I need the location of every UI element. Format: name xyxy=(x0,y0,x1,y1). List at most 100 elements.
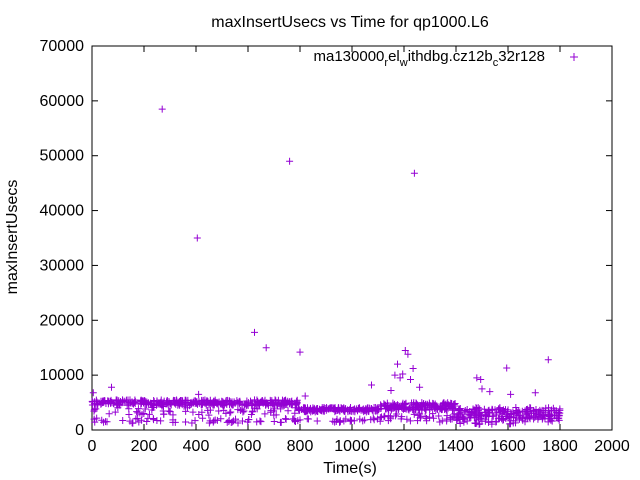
data-point xyxy=(100,418,108,426)
data-point xyxy=(183,404,191,412)
y-tick-label: 30000 xyxy=(40,257,85,274)
x-tick-label: 0 xyxy=(88,438,97,455)
data-point xyxy=(301,392,309,400)
data-points xyxy=(88,105,564,428)
data-point xyxy=(215,407,223,415)
data-point xyxy=(277,405,285,413)
data-point xyxy=(477,376,485,384)
data-point xyxy=(138,410,146,418)
data-point xyxy=(234,419,242,427)
data-point xyxy=(387,387,395,395)
y-tick-label: 40000 xyxy=(40,203,85,220)
data-point xyxy=(286,157,294,165)
data-point xyxy=(544,410,552,418)
data-point xyxy=(153,416,161,424)
data-point xyxy=(340,404,348,412)
data-point xyxy=(523,414,531,422)
data-point xyxy=(428,403,436,411)
data-point xyxy=(429,410,437,418)
data-point xyxy=(473,374,481,382)
data-point xyxy=(442,406,450,414)
chart-title: maxInsertUsecs vs Time for qp1000.L6 xyxy=(211,14,489,31)
data-point xyxy=(134,405,142,413)
data-point xyxy=(271,396,279,404)
data-point xyxy=(133,408,141,416)
data-point xyxy=(432,402,440,410)
data-point xyxy=(217,415,225,423)
data-point xyxy=(519,416,527,424)
data-point xyxy=(410,169,418,177)
data-point xyxy=(235,398,243,406)
y-tick-label: 0 xyxy=(75,422,84,439)
data-point xyxy=(272,397,280,405)
data-point xyxy=(277,418,285,426)
data-point xyxy=(377,401,385,409)
data-point xyxy=(469,405,477,413)
data-point xyxy=(531,389,539,397)
data-point xyxy=(135,418,143,426)
data-point xyxy=(355,404,363,412)
legend-label-subscript: c xyxy=(493,57,499,69)
data-point xyxy=(257,418,265,426)
data-point xyxy=(435,412,443,420)
y-tick-label: 10000 xyxy=(40,367,85,384)
data-point xyxy=(205,400,213,408)
data-point xyxy=(91,418,99,426)
data-point xyxy=(112,396,120,404)
data-point xyxy=(460,408,468,416)
data-point xyxy=(119,417,127,425)
data-point xyxy=(89,389,97,397)
data-point xyxy=(211,396,219,404)
data-point xyxy=(356,415,364,423)
data-point xyxy=(347,417,355,425)
data-point xyxy=(354,404,362,412)
data-point xyxy=(166,408,174,416)
data-point xyxy=(409,365,417,373)
data-point xyxy=(436,404,444,412)
data-point xyxy=(160,410,168,418)
data-point xyxy=(411,405,419,413)
data-point xyxy=(538,406,546,414)
data-point xyxy=(346,417,354,425)
data-point xyxy=(364,407,372,415)
data-point xyxy=(281,415,289,423)
data-point xyxy=(313,417,321,425)
data-point xyxy=(476,420,484,428)
data-point xyxy=(248,408,256,416)
data-point xyxy=(158,105,166,113)
data-point xyxy=(477,411,485,419)
data-point xyxy=(119,398,127,406)
data-point xyxy=(496,404,504,412)
data-point xyxy=(499,416,507,424)
data-point xyxy=(549,404,557,412)
data-point xyxy=(114,404,122,412)
data-point xyxy=(226,409,234,417)
data-point xyxy=(448,406,456,414)
data-point xyxy=(144,399,152,407)
data-point xyxy=(264,402,272,410)
data-point xyxy=(494,405,502,413)
x-tick-label: 1000 xyxy=(334,438,370,455)
data-point xyxy=(289,415,297,423)
data-point xyxy=(511,417,519,425)
data-point xyxy=(534,415,542,423)
data-point xyxy=(178,397,186,405)
data-point xyxy=(238,417,246,425)
data-point xyxy=(225,417,233,425)
data-point xyxy=(227,408,235,416)
data-point xyxy=(426,401,434,409)
data-point xyxy=(219,402,227,410)
data-point xyxy=(296,348,304,356)
data-point xyxy=(400,403,408,411)
data-point xyxy=(399,399,407,407)
data-point xyxy=(319,405,327,413)
x-tick-label: 1600 xyxy=(490,438,526,455)
plot-area: 0 200 400 600 800 1000 1200 1400 1600 1800 2000010… xyxy=(40,38,630,455)
data-point xyxy=(351,406,359,414)
data-point xyxy=(416,414,424,422)
data-point xyxy=(374,405,382,413)
data-point xyxy=(473,419,481,427)
data-point xyxy=(205,411,213,419)
data-point xyxy=(210,417,218,425)
data-point xyxy=(188,419,196,427)
